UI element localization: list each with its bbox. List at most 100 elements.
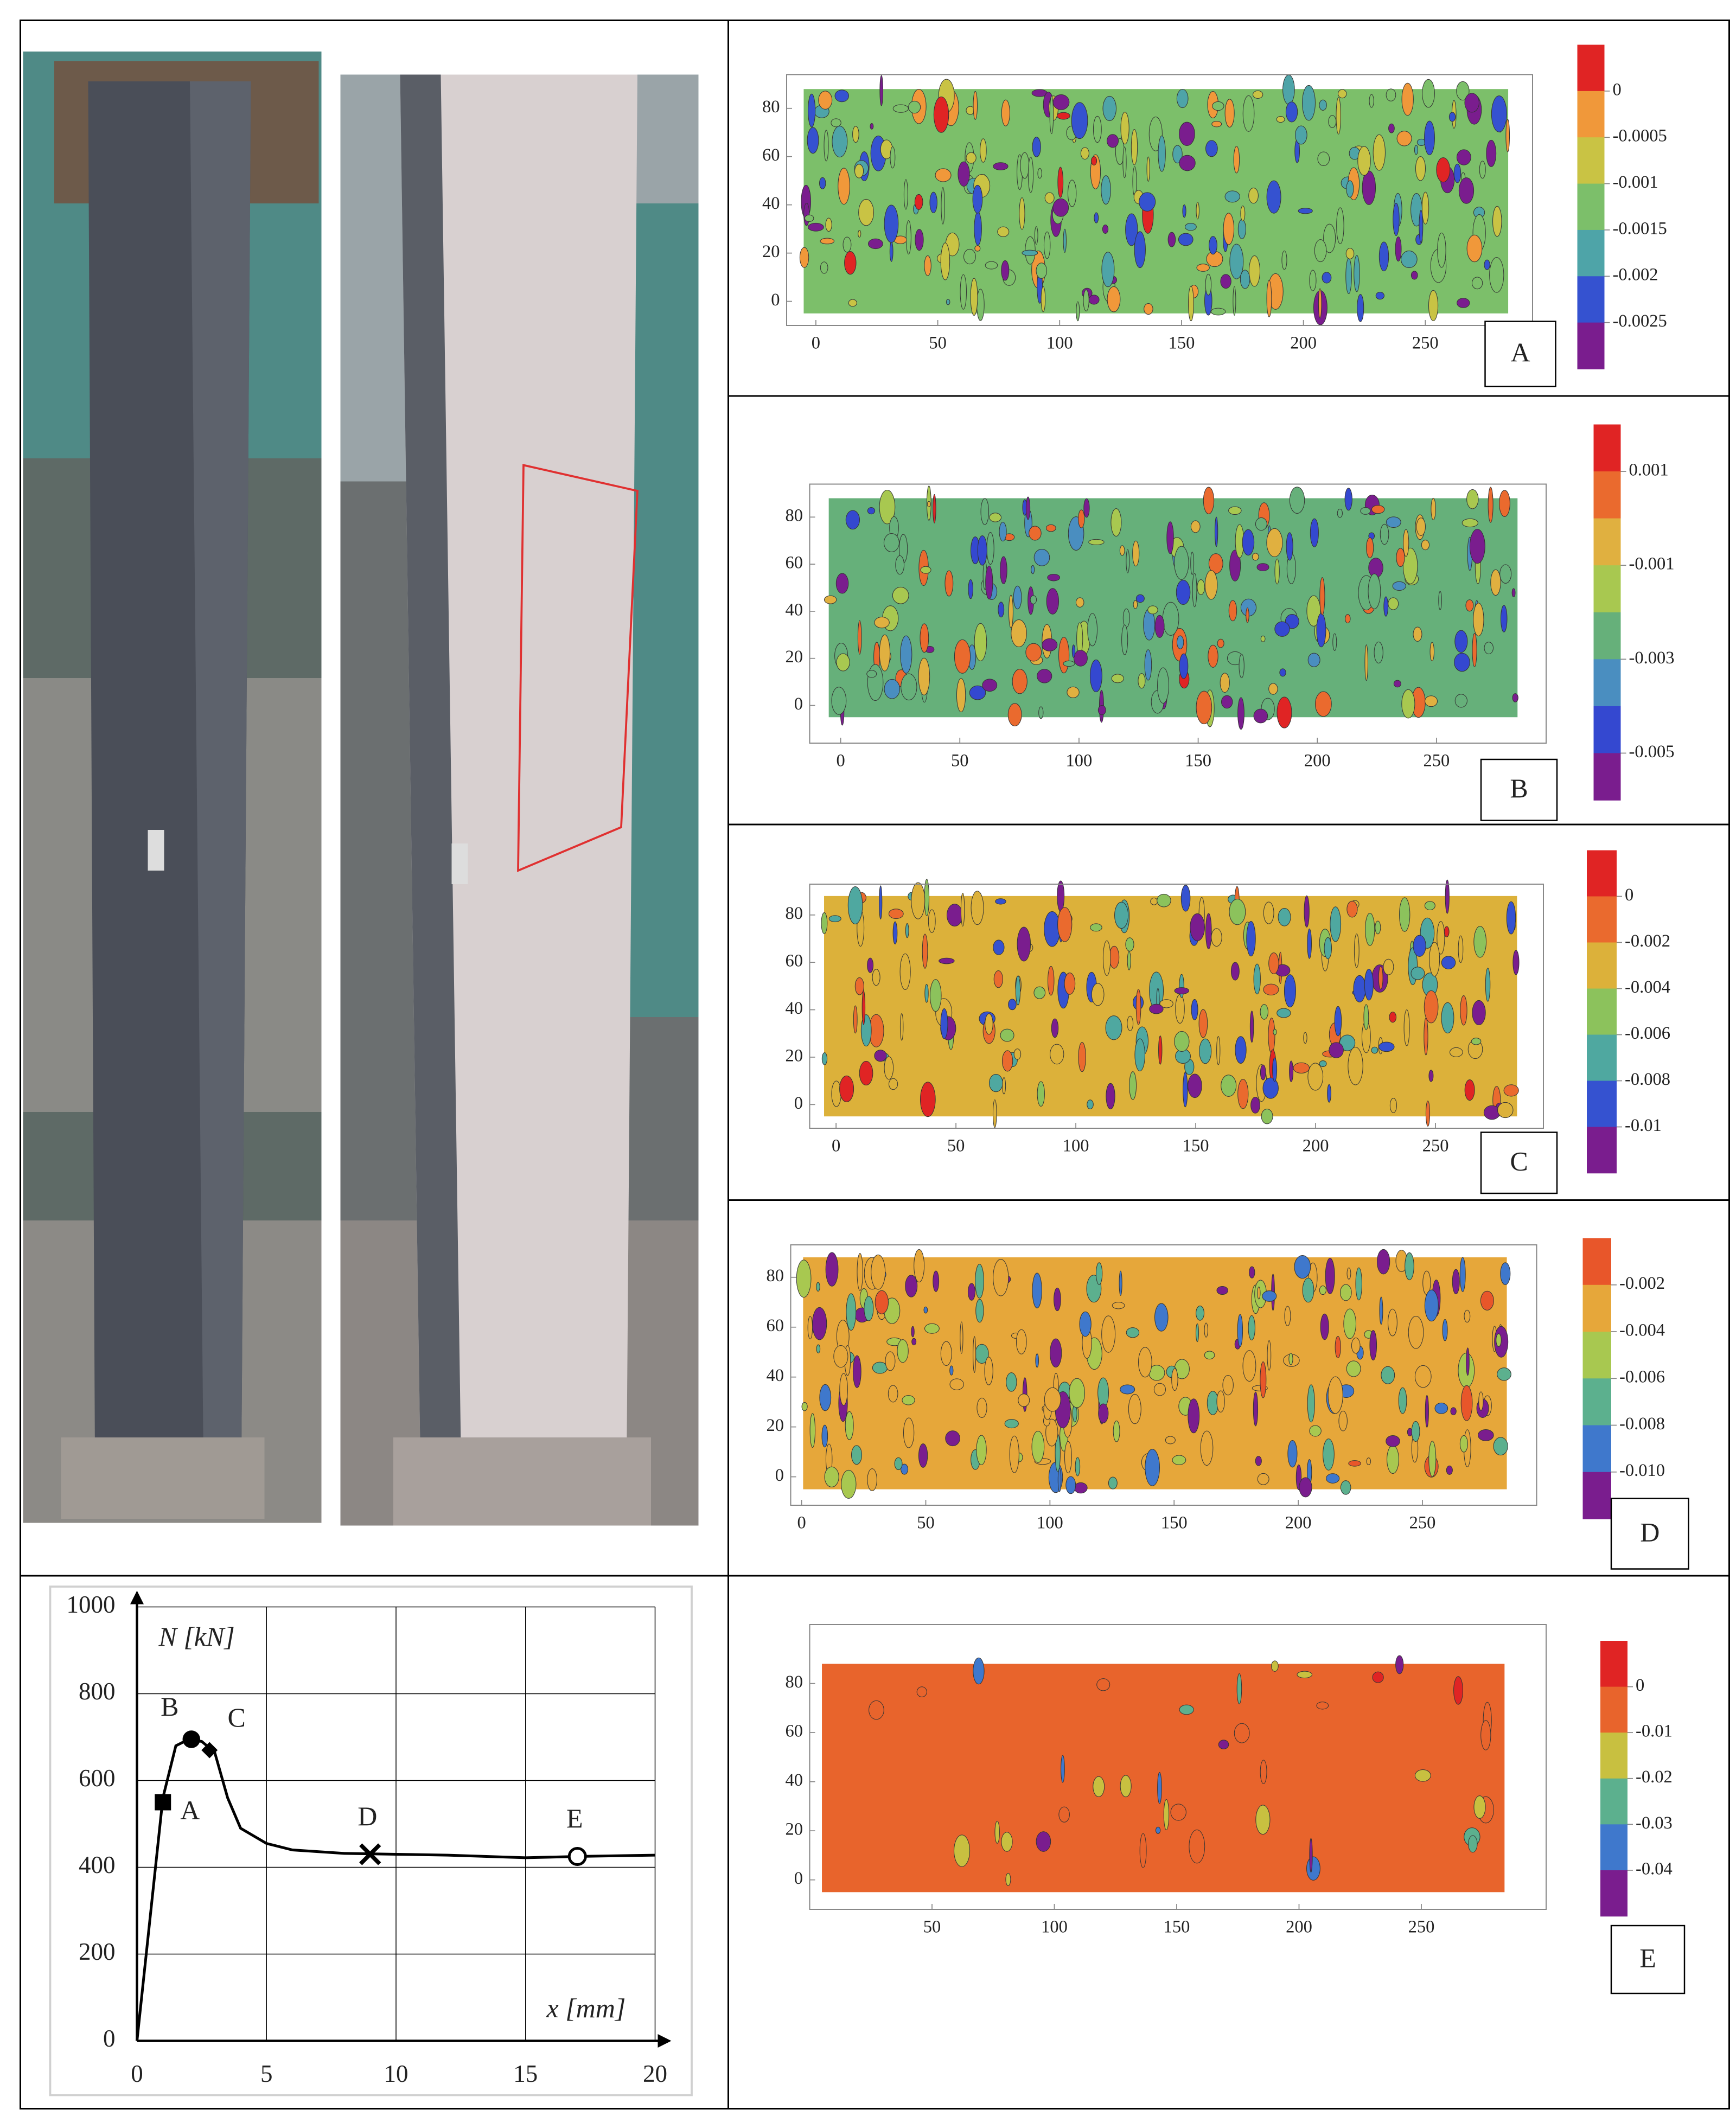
contour-region bbox=[1178, 233, 1194, 246]
contour-region bbox=[1204, 1351, 1215, 1360]
contour-region bbox=[1067, 180, 1077, 207]
contour-region bbox=[901, 673, 917, 701]
panel-label-box bbox=[1480, 758, 1558, 821]
contour-region bbox=[1326, 1473, 1340, 1484]
contour-region bbox=[1484, 259, 1490, 270]
contour-region bbox=[1007, 703, 1022, 726]
y-tick-label: 80 bbox=[786, 904, 803, 923]
contour-region bbox=[1486, 139, 1497, 167]
contour-region bbox=[1309, 270, 1317, 291]
point-label: C bbox=[228, 1702, 246, 1733]
photo-right bbox=[340, 74, 699, 1526]
contour-region bbox=[1419, 210, 1424, 243]
contour-region bbox=[1453, 163, 1461, 183]
plot-frame bbox=[790, 1244, 1537, 1506]
contour-region bbox=[836, 653, 850, 672]
contour-region bbox=[1182, 204, 1186, 218]
contour-region bbox=[1110, 508, 1122, 537]
contour-region bbox=[922, 934, 928, 969]
contour-region bbox=[1413, 627, 1422, 642]
x-tick-label: 50 bbox=[929, 333, 947, 353]
contour-region bbox=[1266, 528, 1283, 557]
contour-region bbox=[1456, 149, 1471, 165]
colorbar-tick-label: -0.008 bbox=[1625, 1070, 1670, 1089]
contour-region bbox=[1279, 668, 1286, 677]
contour-region bbox=[1393, 202, 1400, 236]
y-tick-label: 0 bbox=[103, 2025, 116, 2052]
contour-region bbox=[1288, 1353, 1293, 1365]
contour-region bbox=[1338, 1410, 1348, 1431]
contour-region bbox=[1403, 529, 1409, 557]
point-marker bbox=[182, 1730, 201, 1748]
contour-region bbox=[1252, 553, 1259, 561]
contour-region bbox=[1285, 613, 1299, 629]
contour-region bbox=[864, 1296, 874, 1321]
contour-region bbox=[1492, 206, 1502, 237]
colorbar-segment bbox=[1577, 183, 1605, 231]
x-tick-label: 150 bbox=[1169, 333, 1195, 353]
contour-region bbox=[1163, 1799, 1170, 1830]
contour-region bbox=[1020, 152, 1030, 179]
contour-region bbox=[1449, 1047, 1463, 1057]
contour-region bbox=[1375, 292, 1385, 300]
contour-field bbox=[824, 485, 1518, 730]
x-tick-label: 0 bbox=[131, 2060, 143, 2087]
contour-region bbox=[1307, 1384, 1315, 1423]
contour-region bbox=[1073, 650, 1088, 667]
contour-region bbox=[941, 187, 945, 225]
contour-region bbox=[1500, 1262, 1511, 1285]
contour-region bbox=[1346, 180, 1354, 198]
contour-region bbox=[985, 1013, 993, 1035]
contour-region bbox=[1229, 244, 1244, 279]
contour-region bbox=[1135, 594, 1145, 603]
contour-region bbox=[866, 670, 877, 678]
contour-region bbox=[954, 1834, 971, 1867]
contour-region bbox=[1196, 1306, 1204, 1321]
contour-region bbox=[852, 126, 859, 143]
contour-region bbox=[1074, 1482, 1088, 1494]
contour-region bbox=[1444, 926, 1450, 937]
contour-region bbox=[998, 602, 1005, 618]
contour-region bbox=[1098, 1403, 1109, 1423]
contour-region bbox=[908, 100, 921, 114]
contour-region bbox=[1031, 565, 1035, 574]
contour-region bbox=[1132, 540, 1140, 567]
curve bbox=[136, 1737, 655, 2041]
contour-region bbox=[1157, 1772, 1162, 1804]
contour-region bbox=[846, 1293, 857, 1331]
contour-region bbox=[888, 909, 904, 919]
contour-region bbox=[1071, 102, 1088, 139]
contour-region bbox=[1497, 1102, 1514, 1118]
contour-region bbox=[899, 953, 911, 990]
contour-region bbox=[1365, 913, 1375, 946]
contour-region bbox=[1450, 1407, 1457, 1416]
contour-region bbox=[1260, 1004, 1268, 1020]
contour-region bbox=[1408, 1316, 1424, 1349]
contour-region bbox=[972, 184, 983, 214]
contour-region bbox=[915, 229, 924, 251]
contour-region bbox=[1344, 488, 1352, 511]
contour-region bbox=[1351, 1337, 1361, 1354]
contour-region bbox=[1388, 597, 1399, 610]
contour-region bbox=[1108, 1476, 1118, 1489]
panel-label-box bbox=[1484, 321, 1556, 387]
contour-region bbox=[1480, 1290, 1494, 1310]
x-tick-label: 100 bbox=[1041, 1917, 1068, 1936]
contour-region bbox=[1078, 1042, 1086, 1072]
contour-region bbox=[1174, 1031, 1190, 1052]
contour-region bbox=[1466, 234, 1483, 263]
contour-region bbox=[1424, 990, 1439, 1024]
x-tick-label: 0 bbox=[832, 1136, 840, 1155]
contour-region bbox=[1190, 913, 1205, 941]
contour-region bbox=[1057, 907, 1073, 942]
contour-region bbox=[1025, 496, 1031, 520]
contour-region bbox=[1097, 1377, 1109, 1408]
contour-region bbox=[1075, 1457, 1081, 1476]
contour-region bbox=[1083, 498, 1090, 518]
x-tick-label: 250 bbox=[1424, 751, 1450, 770]
contour-region bbox=[1176, 89, 1189, 108]
contour-region bbox=[1102, 940, 1111, 976]
contour-region bbox=[1190, 520, 1201, 533]
contour-region bbox=[1324, 937, 1332, 960]
contour-region bbox=[1425, 1395, 1429, 1428]
